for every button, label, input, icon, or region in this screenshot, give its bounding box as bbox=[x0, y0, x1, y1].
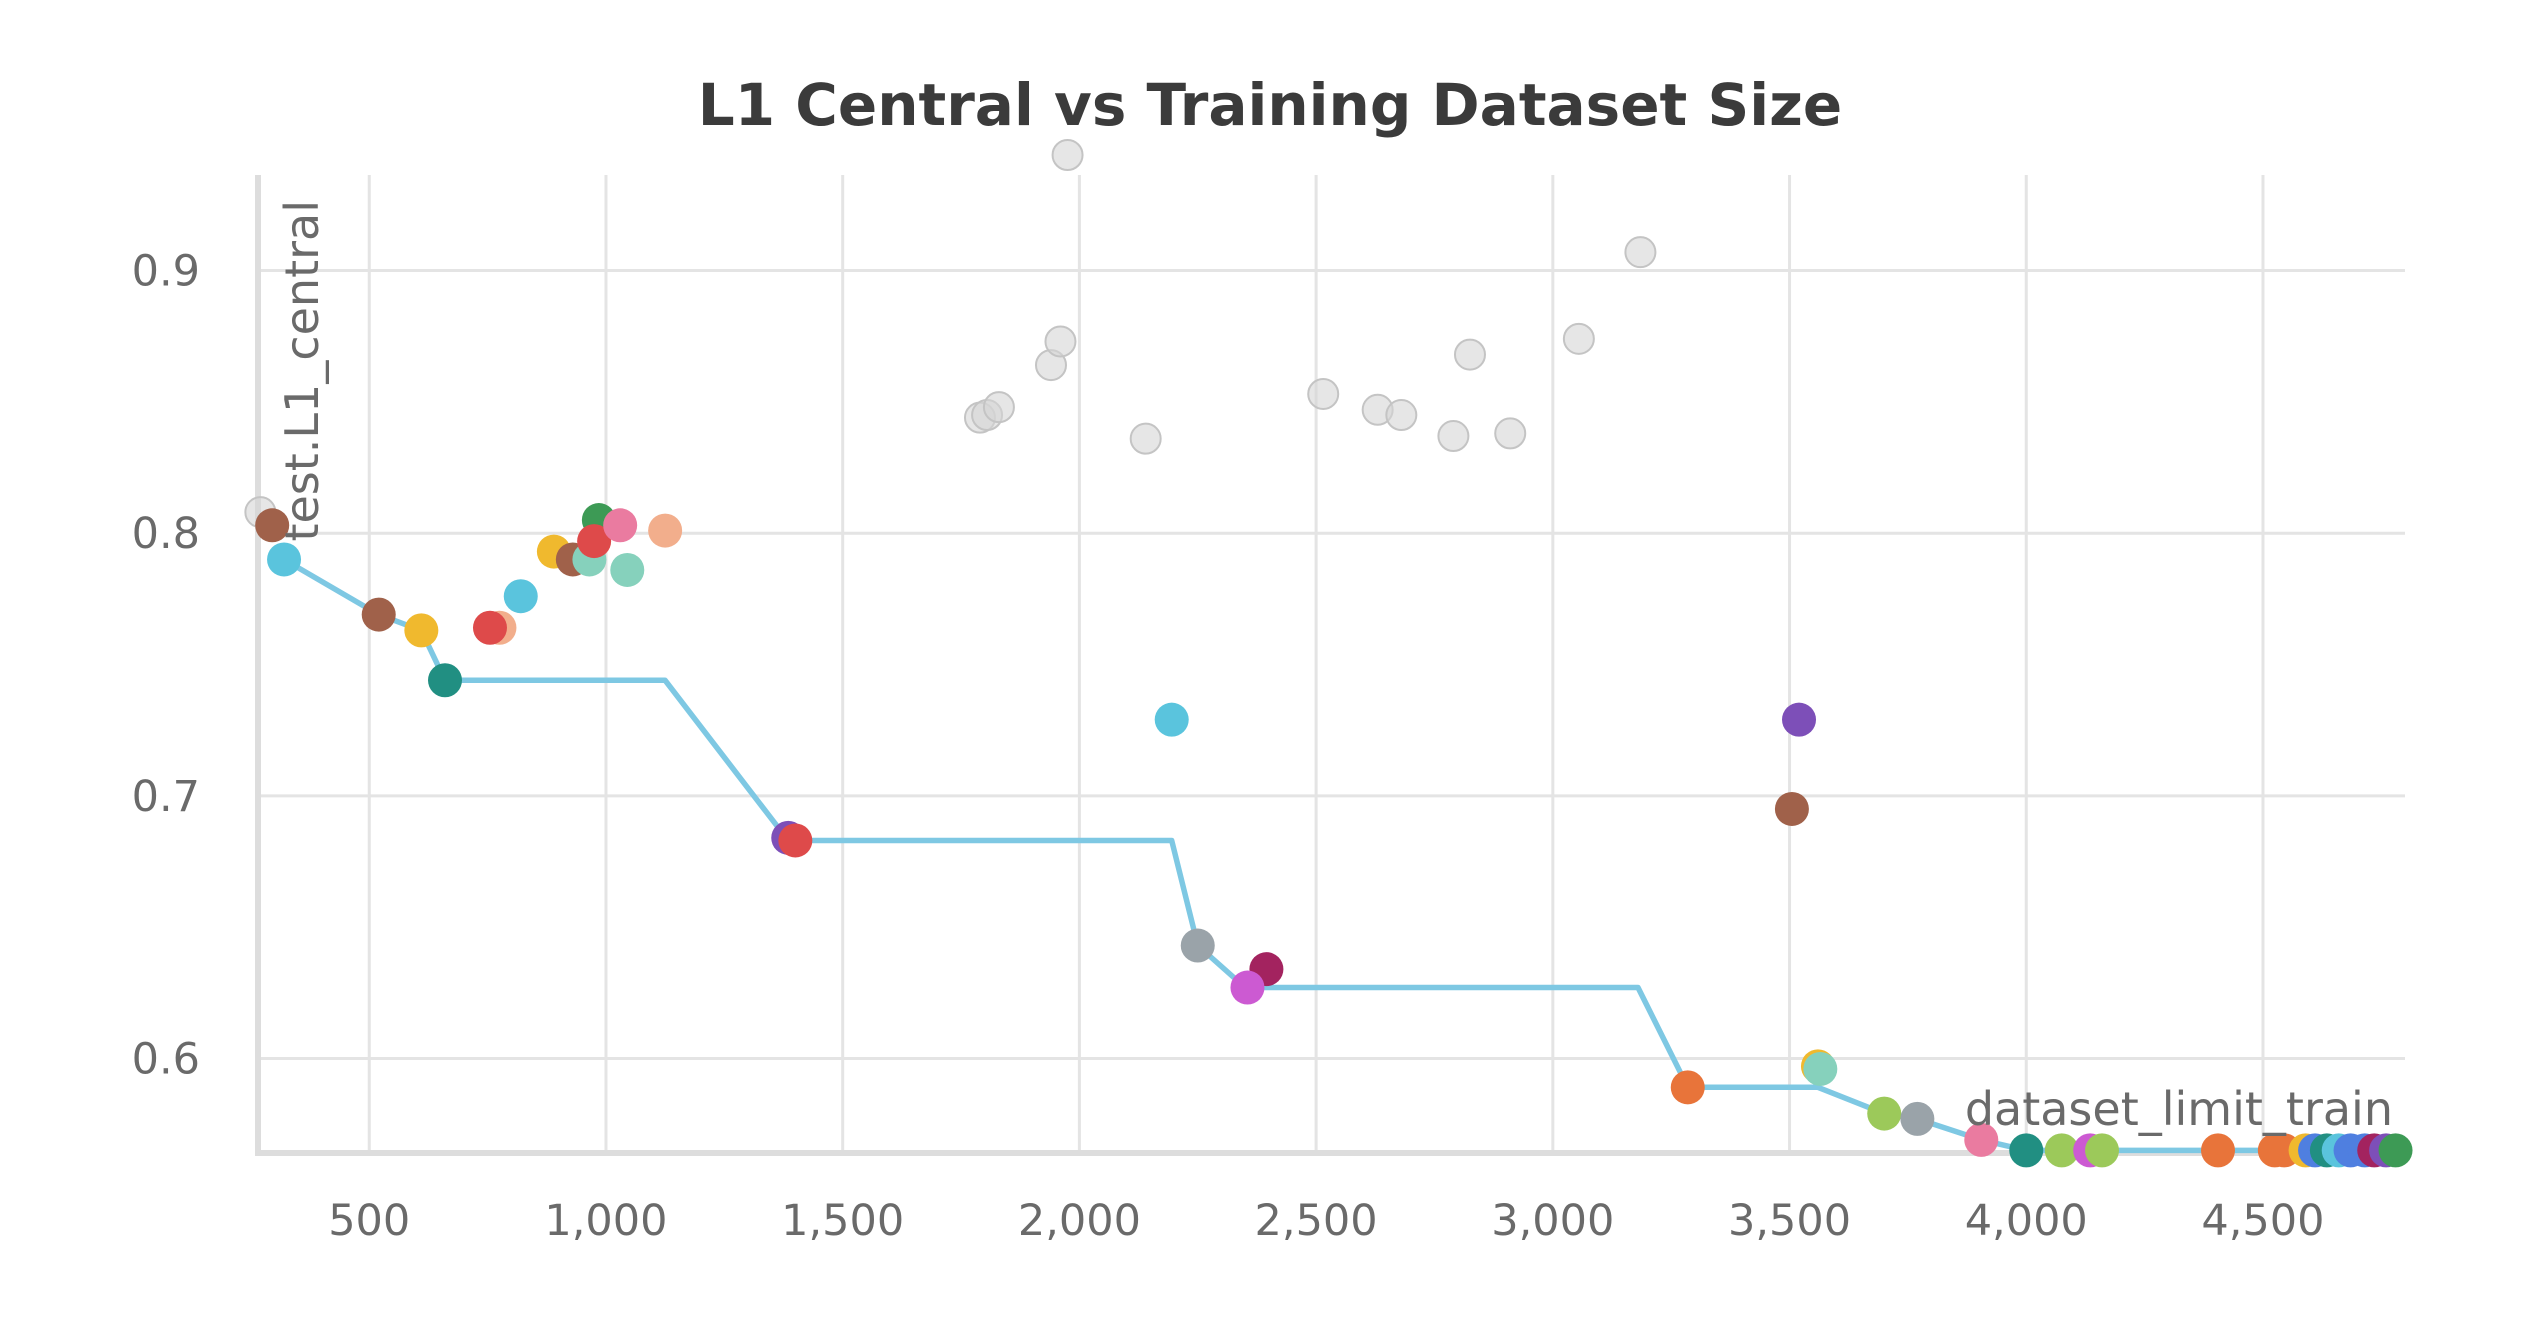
x-tick-label: 4,500 bbox=[2201, 1196, 2324, 1246]
data-points bbox=[255, 503, 2413, 1168]
data-point bbox=[404, 613, 439, 648]
data-point bbox=[2009, 1133, 2044, 1168]
axes bbox=[255, 175, 2405, 1156]
grid bbox=[258, 175, 2405, 1153]
x-axis-label: dataset_limit_train bbox=[1965, 1082, 2393, 1136]
background-point bbox=[1494, 417, 1527, 450]
background-point bbox=[1051, 139, 1084, 171]
background-point bbox=[1562, 322, 1595, 355]
data-point bbox=[428, 663, 463, 698]
background-point bbox=[1307, 377, 1340, 410]
data-point bbox=[648, 513, 683, 548]
x-tick-label: 500 bbox=[328, 1196, 410, 1246]
data-point bbox=[1782, 702, 1817, 737]
y-tick-label: 0.9 bbox=[132, 247, 200, 297]
y-axis-label: test.L1_central bbox=[275, 200, 329, 542]
background-point bbox=[1385, 399, 1418, 432]
data-point bbox=[255, 508, 290, 543]
best-so-far-line bbox=[281, 556, 2404, 1154]
background-point bbox=[1044, 325, 1077, 358]
data-point bbox=[577, 524, 612, 559]
data-point bbox=[1774, 791, 1809, 826]
background-point bbox=[1129, 422, 1162, 455]
data-point bbox=[603, 508, 638, 543]
data-point bbox=[2044, 1133, 2079, 1168]
data-point bbox=[2378, 1133, 2413, 1168]
y-tick-label: 0.8 bbox=[132, 509, 200, 559]
data-point bbox=[1154, 702, 1189, 737]
data-point bbox=[1964, 1122, 1999, 1157]
data-point bbox=[472, 610, 507, 645]
y-tick-label: 0.7 bbox=[132, 772, 200, 822]
data-point bbox=[610, 552, 645, 587]
y-tick-label: 0.6 bbox=[132, 1034, 200, 1084]
best-so-far-line-layer bbox=[281, 556, 2404, 1154]
data-point bbox=[1900, 1101, 1935, 1136]
data-point bbox=[361, 597, 396, 632]
data-point bbox=[2200, 1133, 2235, 1168]
x-tick-label: 2,500 bbox=[1255, 1196, 1378, 1246]
x-tick-label: 2,000 bbox=[1018, 1196, 1141, 1246]
background-point bbox=[1624, 236, 1657, 269]
data-point bbox=[778, 823, 813, 858]
data-point bbox=[1230, 970, 1265, 1005]
data-point bbox=[503, 579, 538, 614]
background-point bbox=[1437, 420, 1470, 453]
data-point bbox=[1180, 928, 1215, 963]
x-tick-label: 3,000 bbox=[1491, 1196, 1614, 1246]
data-point bbox=[267, 542, 302, 577]
data-point bbox=[1803, 1051, 1838, 1086]
data-point bbox=[2085, 1133, 2120, 1168]
x-tick-label: 3,500 bbox=[1728, 1196, 1851, 1246]
chart-title: L1 Central vs Training Dataset Size bbox=[698, 71, 1842, 139]
data-point bbox=[1670, 1070, 1705, 1105]
background-point bbox=[982, 391, 1015, 424]
x-tick-label: 1,500 bbox=[781, 1196, 904, 1246]
data-point bbox=[1867, 1096, 1902, 1131]
background-point bbox=[1453, 338, 1486, 371]
tick-labels: 500 1,000 1,500 2,000 2,500 3,000 3,500 4,000 4,… bbox=[132, 247, 2325, 1246]
background-points bbox=[244, 139, 1657, 529]
x-tick-label: 1,000 bbox=[544, 1196, 667, 1246]
x-tick-label: 4,000 bbox=[1965, 1196, 2088, 1246]
